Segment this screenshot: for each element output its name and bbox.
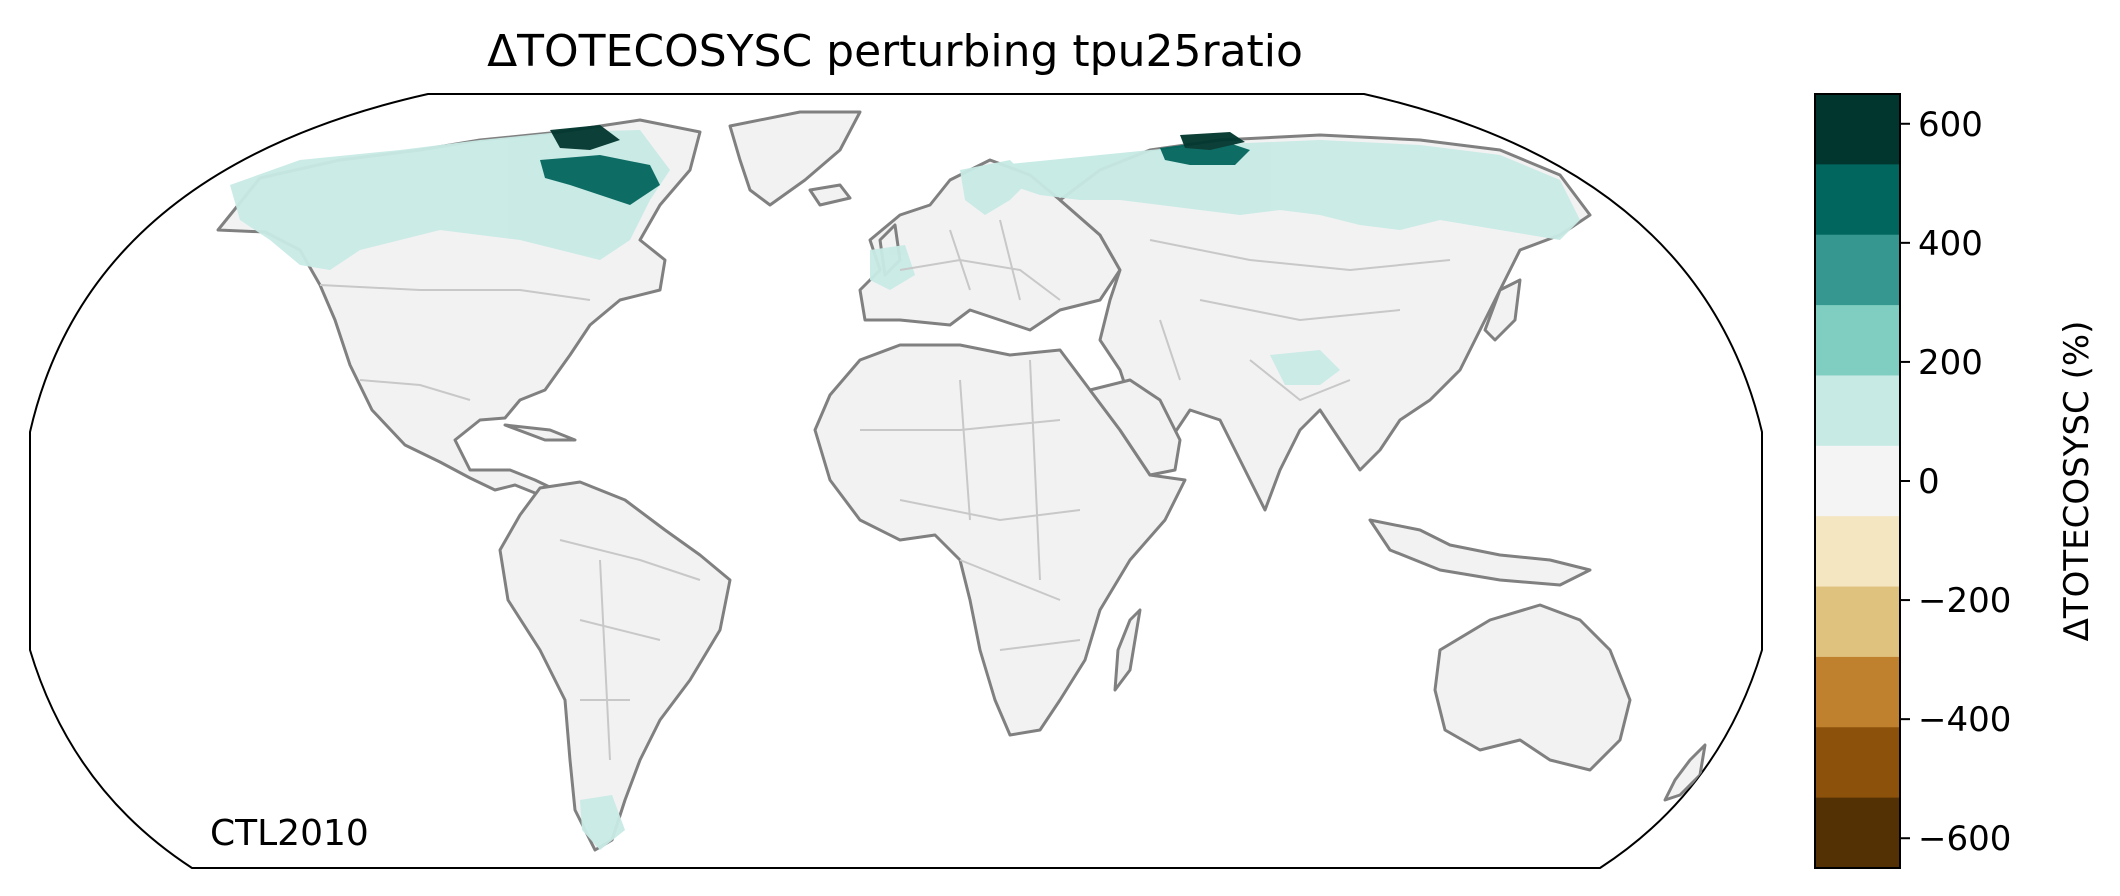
border-europe: [899, 219, 1061, 301]
colorbar-bin: [1815, 656, 1900, 728]
south-america: [498, 480, 732, 852]
border-south-america: [559, 539, 701, 761]
max-change-siberia: [1180, 132, 1245, 150]
africa: [813, 343, 1187, 737]
change-region-scandinavia: [960, 160, 1030, 215]
colorbar-label: ΔTOTECOSYSC (%): [2057, 321, 2097, 642]
run-label: CTL2010: [210, 813, 369, 854]
colorbar-bin: [1815, 94, 1900, 165]
australia: [1433, 603, 1632, 772]
colorbar-tick-label: 200: [1918, 343, 1983, 383]
colorbar-bin: [1815, 797, 1900, 869]
map-title: ΔTOTECOSYSC perturbing tpu25ratio: [487, 26, 1303, 77]
colorbar: 600 400 200 0 −200 −400 −600 ΔTOTECOSYSC (%): [1814, 93, 2097, 869]
border-us-mexico: [359, 379, 471, 401]
iceland: [808, 183, 852, 207]
border-asia: [1149, 239, 1451, 402]
colorbar-bin: [1815, 375, 1900, 447]
change-overlay: [230, 125, 1580, 850]
new-zealand: [1663, 743, 1707, 802]
strong-change-siberia: [1160, 140, 1250, 165]
colorbar-tick-label: 0: [1918, 462, 1940, 502]
change-region-west-europe: [870, 245, 915, 290]
colorbar-bin: [1815, 305, 1900, 376]
colorbar-bin: [1815, 727, 1900, 799]
country-borders: [319, 219, 1451, 761]
border-us-canada: [319, 284, 591, 301]
europe: [858, 158, 1122, 332]
madagascar: [1113, 608, 1142, 692]
colorbar-tick-label: −400: [1918, 700, 2011, 740]
colorbar-bin: [1815, 445, 1900, 517]
indonesia: [1368, 518, 1592, 587]
max-change-canada-arctic: [550, 125, 620, 150]
colorbar-bin: [1815, 164, 1900, 236]
cuba: [503, 423, 577, 442]
colorbar-bin: [1815, 516, 1900, 588]
colorbar-tick-label: −200: [1918, 581, 2011, 621]
colorbar-tick-label: 400: [1918, 224, 1983, 264]
map-content: [216, 110, 1707, 852]
change-region-siberia: [1000, 140, 1580, 240]
change-region-tibet: [1270, 350, 1340, 385]
change-region-patagonia: [580, 795, 625, 850]
colorbar-tick-label: −600: [1918, 819, 2011, 859]
colorbar-tick-label: 600: [1918, 105, 1983, 145]
colorbar-bin: [1815, 586, 1900, 658]
arabia: [1088, 378, 1182, 477]
colorbar-bin: [1815, 234, 1900, 306]
border-africa: [860, 359, 1081, 651]
strong-change-canada-arctic: [540, 155, 660, 205]
greenland: [728, 110, 862, 207]
japan: [1483, 278, 1522, 342]
